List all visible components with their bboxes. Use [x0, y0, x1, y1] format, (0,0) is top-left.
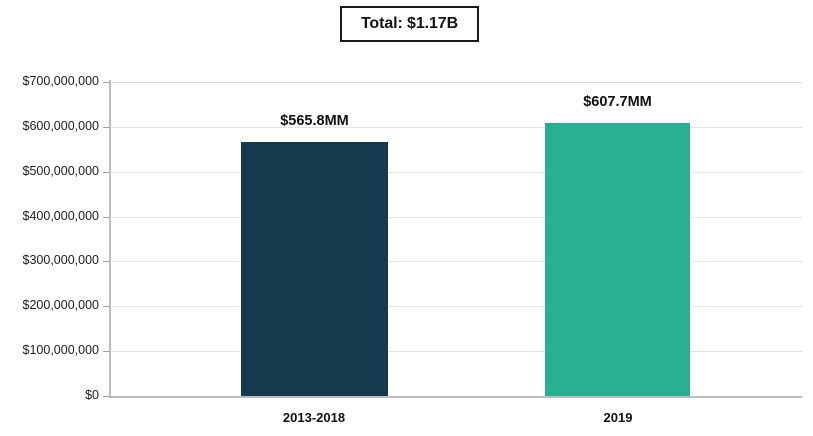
bar-2019[interactable]: [545, 123, 690, 396]
y-axis-tick-label: $600,000,000: [22, 118, 99, 133]
bar-2013-2018[interactable]: [241, 142, 388, 396]
bar-value-label: $565.8MM: [280, 113, 349, 130]
y-axis-tick: [103, 126, 110, 128]
y-axis-tick-label: $200,000,000: [22, 298, 99, 313]
y-axis-line: [109, 80, 111, 398]
y-axis-tick: [103, 216, 110, 218]
y-axis-tick: [103, 261, 110, 263]
bar-value-label: $607.7MM: [583, 94, 652, 111]
y-axis-tick-label: $100,000,000: [22, 343, 99, 358]
y-axis-tick: [103, 82, 110, 83]
chart-total-label: Total: $1.17B: [360, 15, 459, 32]
x-axis-category-label: 2013-2018: [282, 410, 346, 425]
gridline: [110, 171, 802, 173]
y-axis-tick: [103, 396, 110, 397]
gridline: [110, 306, 802, 308]
y-axis-tick-label: $0: [85, 388, 99, 402]
y-axis-labels: $700,000,000 $600,000,000 $500,000,000 $400…: [0, 0, 99, 436]
y-axis-tick: [103, 171, 110, 173]
x-axis-category-label: 2019: [603, 410, 633, 425]
plot-area: [110, 82, 802, 396]
gridline: [110, 261, 802, 263]
gridline: [110, 351, 802, 353]
y-axis-tick: [103, 351, 110, 353]
chart-total-badge: Total: $1.17B: [340, 6, 479, 42]
y-axis-tick-label: $500,000,000: [22, 163, 99, 178]
gridline: [110, 126, 802, 128]
gridline: [110, 82, 802, 83]
gridline: [110, 216, 802, 218]
y-axis-tick: [103, 306, 110, 308]
y-axis-tick-label: $300,000,000: [22, 253, 99, 268]
x-axis-line: [109, 396, 802, 398]
y-axis-tick-label: $400,000,000: [22, 208, 99, 223]
y-axis-tick-label: $700,000,000: [22, 74, 99, 88]
